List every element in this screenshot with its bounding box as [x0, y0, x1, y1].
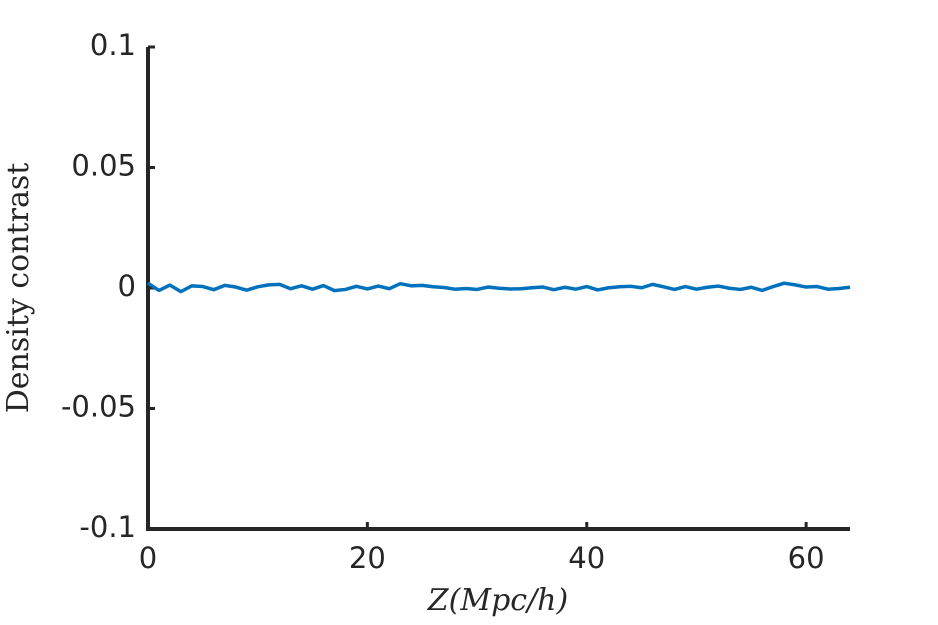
x-tick-label: 20 [349, 541, 386, 575]
y-tick-label: -0.05 [61, 390, 136, 424]
x-tick-label: 60 [788, 541, 825, 575]
x-axis-label: Z(Mpc/h) [427, 583, 568, 618]
data-line [147, 281, 851, 294]
y-tick-label: 0.1 [90, 28, 136, 62]
y-tick-label: 0 [118, 269, 136, 303]
y-tick-label: -0.1 [79, 510, 136, 544]
axis-lines [146, 47, 850, 531]
x-tick-label: 0 [139, 541, 157, 575]
y-tick-label: 0.05 [71, 149, 136, 183]
y-axis-label: Density contrast [1, 163, 36, 414]
x-tick-label: 40 [568, 541, 605, 575]
